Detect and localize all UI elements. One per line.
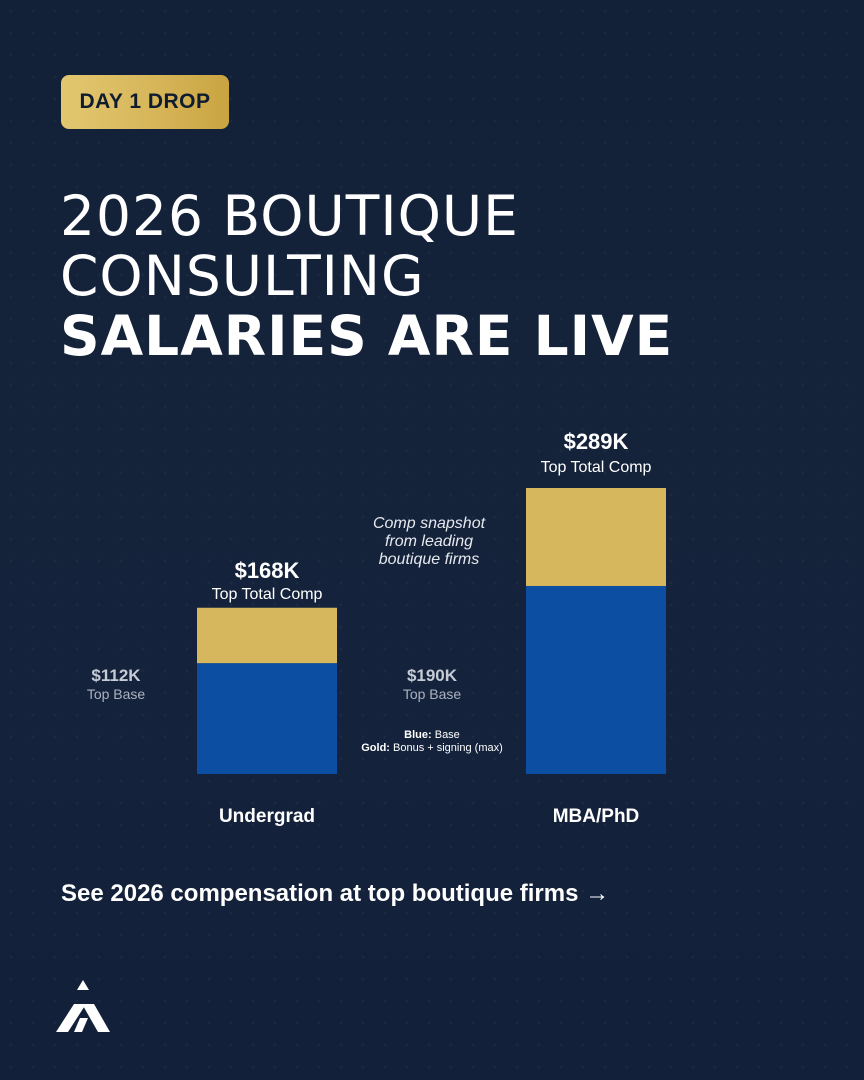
bar-mba-base xyxy=(526,585,666,774)
base-caption-undergrad: Top Base xyxy=(87,686,146,702)
legend-bonus: Gold: Bonus + signing (max) xyxy=(361,742,503,754)
bars-group xyxy=(197,488,666,774)
total-value-label-undergrad: $168K xyxy=(235,558,300,583)
total-caption-undergrad: Top Total Comp xyxy=(212,586,323,603)
base-caption-mba: Top Base xyxy=(403,686,462,702)
bar-undergrad-base xyxy=(197,663,337,774)
title-line-3: SALARIES ARE LIVE xyxy=(60,304,674,368)
annotation-line-1: Comp snapshot xyxy=(373,515,486,532)
base-value-label-undergrad: $112K xyxy=(91,666,141,685)
total-caption-mba: Top Total Comp xyxy=(541,459,652,476)
total-value-label-mba: $289K xyxy=(564,429,629,454)
base-value-label-mba: $190K xyxy=(407,666,458,685)
title-line-2: CONSULTING xyxy=(60,244,425,308)
title-line-1: 2026 BOUTIQUE xyxy=(60,184,519,248)
bar-mba-bonus xyxy=(526,488,666,586)
category-label-undergrad: Undergrad xyxy=(219,806,315,827)
category-label-mba: MBA/PhD xyxy=(553,806,640,827)
brand-logo-icon xyxy=(56,980,110,1032)
legend-bonus-key: Gold: xyxy=(361,742,390,754)
legend-base-text: Base xyxy=(432,729,460,741)
legend-base: Blue: Base xyxy=(404,729,460,741)
cta-link[interactable]: See 2026 compensation at top boutique fi… xyxy=(61,880,610,907)
annotation-line-3: boutique firms xyxy=(379,551,480,568)
day-1-drop-badge: DAY 1 DROP xyxy=(61,75,229,129)
annotation-line-2: from leading xyxy=(385,533,473,550)
legend-base-key: Blue: xyxy=(404,729,432,741)
legend-bonus-text: Bonus + signing (max) xyxy=(390,742,503,754)
page-title: 2026 BOUTIQUE CONSULTING SALARIES ARE LI… xyxy=(60,186,673,366)
bar-undergrad-bonus xyxy=(197,607,337,664)
